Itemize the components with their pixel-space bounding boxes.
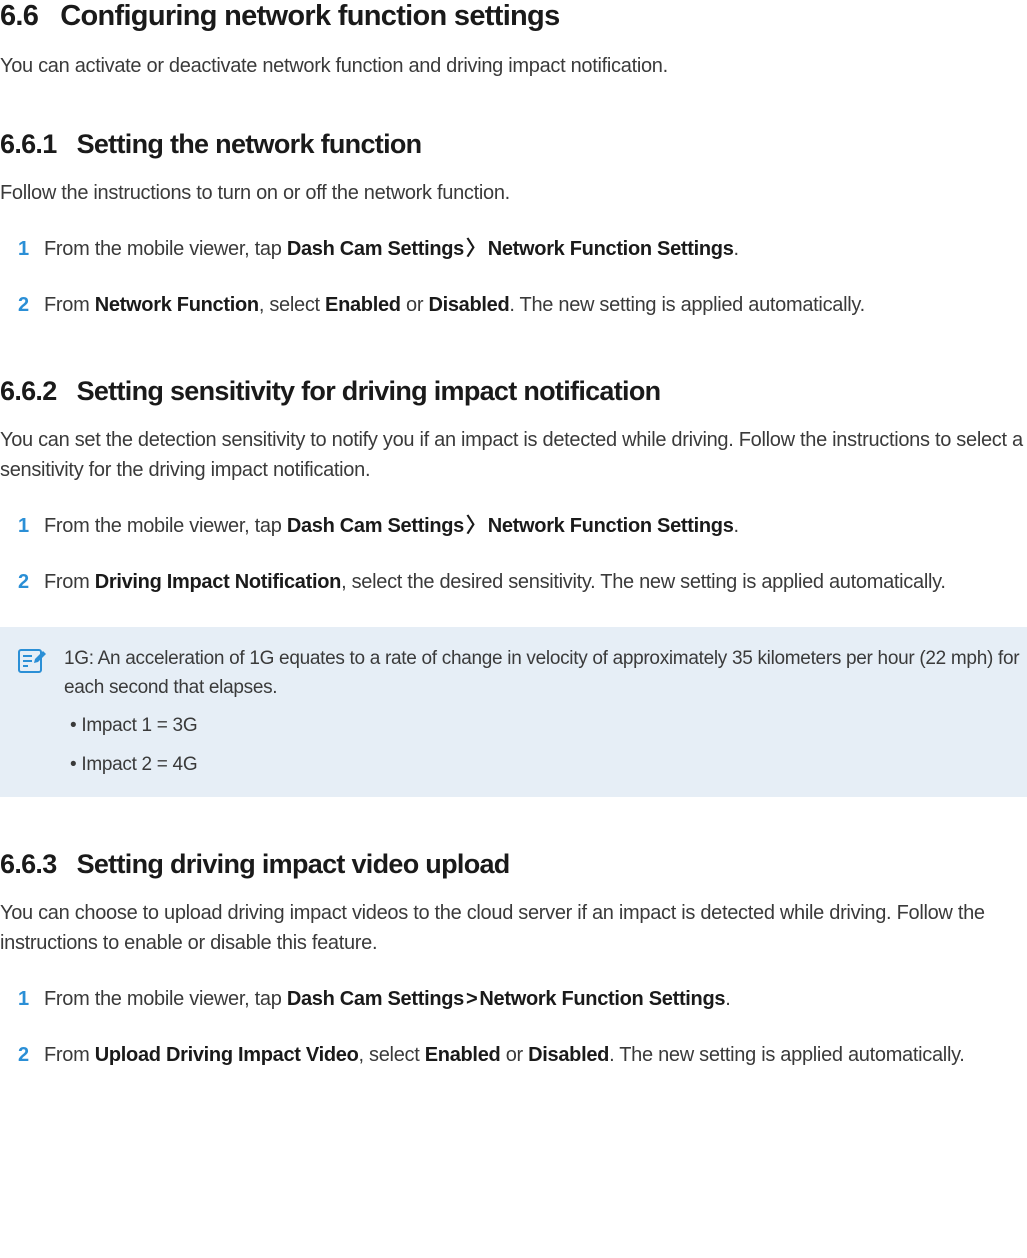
step-strong: Dash Cam Settings [287,988,464,1010]
step-strong: Network Function Settings [488,238,734,260]
note-content: 1G: An acceleration of 1G equates to a r… [64,645,1027,779]
note-bullet: Impact 1 = 3G [64,712,1027,741]
step-text: , select [359,1044,425,1066]
step-number: 1 [18,984,32,1014]
heading-number: 6.6 [0,0,38,32]
step-body: From Network Function, select Enabled or… [44,290,1027,320]
step-number: 1 [18,511,32,541]
subheading-number: 6.6.3 [0,849,57,879]
step-item: 1 From the mobile viewer, tap Dash Cam S… [18,234,1027,264]
step-strong: Network Function Settings [479,988,725,1010]
step-strong: Enabled [425,1044,501,1066]
step-text: From the mobile viewer, tap [44,988,287,1010]
step-item: 2 From Network Function, select Enabled … [18,290,1027,320]
step-text: or [500,1044,528,1066]
note-icon [18,647,48,673]
step-number: 2 [18,1040,32,1070]
step-item: 1 From the mobile viewer, tap Dash Cam S… [18,511,1027,541]
step-text: . [725,988,730,1010]
note-bullet: Impact 2 = 4G [64,751,1027,780]
step-strong: Enabled [325,294,401,316]
note-text: 1G: An acceleration of 1G equates to a r… [64,645,1027,702]
heading-6-6: 6.6 Configuring network function settings [0,0,1027,33]
sub2-intro: You can set the detection sensitivity to… [0,425,1027,485]
step-body: From Upload Driving Impact Video, select… [44,1040,1027,1070]
subheading-number: 6.6.1 [0,129,57,159]
step-item: 1 From the mobile viewer, tap Dash Cam S… [18,984,1027,1014]
step-text: . [734,238,739,260]
step-body: From the mobile viewer, tap Dash Cam Set… [44,234,1027,264]
step-strong: Network Function [95,294,259,316]
step-item: 2 From Upload Driving Impact Video, sele… [18,1040,1027,1070]
subheading-number: 6.6.2 [0,376,57,406]
step-text: , select [259,294,325,316]
step-text: From [44,294,95,316]
step-number: 2 [18,567,32,597]
sub2-steps: 1 From the mobile viewer, tap Dash Cam S… [18,511,1027,597]
subheading-title: Setting the network function [77,129,422,159]
heading-title: Configuring network function settings [60,0,559,32]
section-intro: You can activate or deactivate network f… [0,51,1027,81]
step-strong: Dash Cam Settings [287,238,464,260]
step-text: . The new setting is applied automatical… [509,294,864,316]
step-item: 2 From Driving Impact Notification, sele… [18,567,1027,597]
step-text: . [734,515,739,537]
step-text: From the mobile viewer, tap [44,515,287,537]
step-strong: Dash Cam Settings [287,515,464,537]
step-number: 2 [18,290,32,320]
step-text: From the mobile viewer, tap [44,238,287,260]
sub1-intro: Follow the instructions to turn on or of… [0,178,1027,208]
step-strong: Driving Impact Notification [95,571,341,593]
note-box: 1G: An acceleration of 1G equates to a r… [0,627,1027,797]
sub3-intro: You can choose to upload driving impact … [0,898,1027,958]
chevron-icon: 〉 [466,515,486,537]
step-number: 1 [18,234,32,264]
step-text: , select the desired sensitivity. The ne… [341,571,945,593]
chevron-icon: 〉 [466,238,486,260]
step-text: . The new setting is applied automatical… [609,1044,964,1066]
step-body: From the mobile viewer, tap Dash Cam Set… [44,984,1027,1014]
subheading-title: Setting sensitivity for driving impact n… [77,376,661,406]
step-text: From [44,571,95,593]
sub3-steps: 1 From the mobile viewer, tap Dash Cam S… [18,984,1027,1070]
step-body: From the mobile viewer, tap Dash Cam Set… [44,511,1027,541]
heading-6-6-2: 6.6.2 Setting sensitivity for driving imp… [0,376,1027,407]
subheading-title: Setting driving impact video upload [77,849,510,879]
step-strong: Disabled [528,1044,609,1066]
step-text: or [401,294,429,316]
chevron-icon: > [466,988,477,1010]
step-strong: Upload Driving Impact Video [95,1044,359,1066]
step-strong: Disabled [428,294,509,316]
step-strong: Network Function Settings [488,515,734,537]
step-text: From [44,1044,95,1066]
heading-6-6-1: 6.6.1 Setting the network function [0,129,1027,160]
sub1-steps: 1 From the mobile viewer, tap Dash Cam S… [18,234,1027,320]
heading-6-6-3: 6.6.3 Setting driving impact video upload [0,849,1027,880]
step-body: From Driving Impact Notification, select… [44,567,1027,597]
